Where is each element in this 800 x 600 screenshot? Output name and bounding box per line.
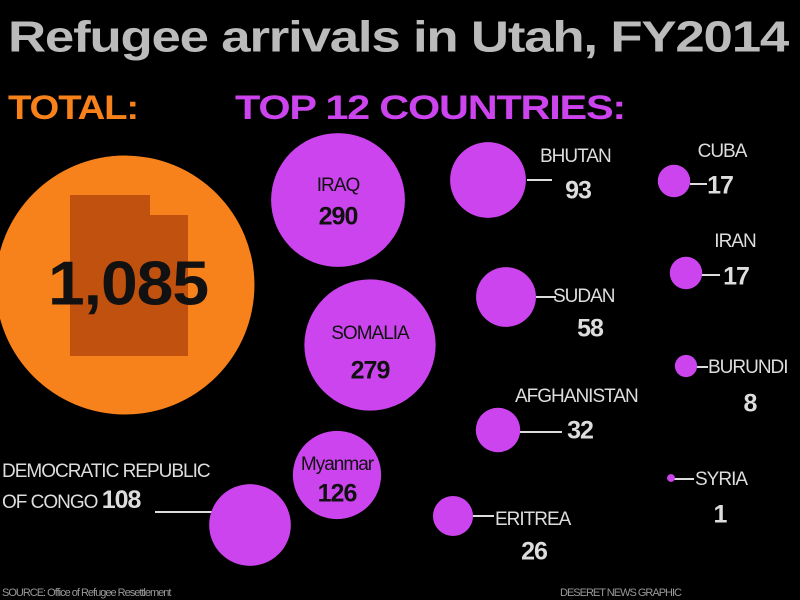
country-value: 17 [707, 172, 733, 200]
country-name: BHUTAN [540, 146, 611, 167]
total-group: 1,085 [0, 155, 255, 415]
country-name: AFGHANISTAN [515, 386, 638, 407]
chart-title: Refugee arrivals in Utah, FY2014 [8, 13, 790, 62]
country-bubble [669, 256, 703, 290]
country-value: 26 [521, 538, 547, 566]
country-value: 58 [577, 315, 604, 343]
country-bubble [271, 133, 405, 267]
country-value: 32 [567, 417, 593, 445]
country-name: SOMALIA [331, 323, 410, 344]
country-name: IRAN [714, 231, 756, 252]
country-name: IRAQ [317, 175, 360, 196]
country-value: 8 [744, 390, 758, 418]
country-value: 1 [714, 501, 728, 529]
country-bubble [292, 430, 382, 520]
credit: DESERET NEWS GRAPHIC [560, 587, 682, 599]
country-bubble [209, 484, 291, 566]
total-heading: TOTAL: [8, 89, 138, 127]
country-bubble [667, 474, 675, 482]
country-bubble [476, 267, 536, 327]
utah-shape [70, 195, 188, 356]
country-name: DEMOCRATIC REPUBLIC OF CONGO [2, 461, 211, 513]
country-bubble [475, 407, 521, 453]
country-value: 17 [723, 263, 749, 291]
total-value: 1,085 [48, 249, 208, 318]
country-value: 93 [565, 177, 591, 205]
country-value: 126 [318, 480, 357, 508]
country-bubble [674, 354, 698, 378]
country-value: 290 [319, 203, 358, 231]
country-value: 279 [351, 357, 390, 385]
country-name: SYRIA [695, 469, 748, 490]
drc-label: DEMOCRATIC REPUBLIC OF CONGO 108 [2, 458, 232, 517]
country-name: ERITREA [495, 509, 572, 530]
country-bubble [450, 142, 526, 218]
source: SOURCE: Office of Refugee Resettlement [2, 587, 171, 599]
country-bubble [657, 164, 691, 198]
country-bubble [432, 495, 474, 537]
countries-heading: TOP 12 COUNTRIES: [235, 89, 625, 127]
country-value: 108 [101, 486, 142, 514]
country-name: SUDAN [553, 286, 615, 307]
country-bubble [304, 279, 436, 411]
country-name: CUBA [698, 141, 748, 162]
country-name: Myanmar [301, 454, 375, 475]
country-name: BURUNDI [708, 357, 788, 378]
